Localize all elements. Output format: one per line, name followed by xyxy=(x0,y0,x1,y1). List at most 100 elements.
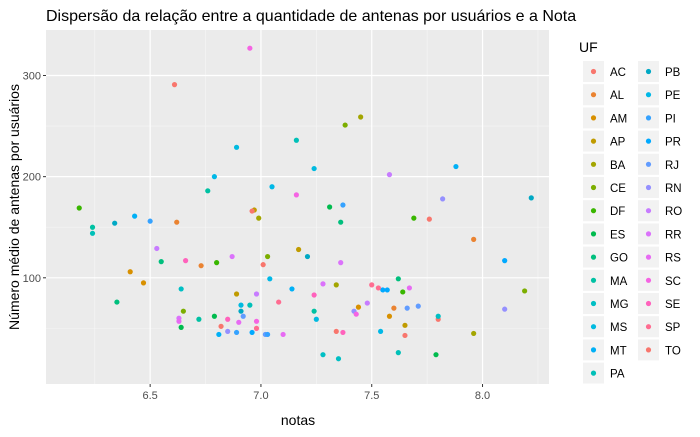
legend-label: MS xyxy=(610,322,628,334)
legend-label: BA xyxy=(610,160,626,172)
legend-label: AL xyxy=(610,90,625,102)
data-point-es xyxy=(211,313,218,319)
legend-swatch xyxy=(645,254,652,260)
legend-swatch xyxy=(645,115,652,121)
legend-swatch xyxy=(590,370,597,376)
legend-swatch xyxy=(590,300,597,307)
legend-label: ES xyxy=(610,229,626,241)
data-point-rj xyxy=(404,305,410,311)
legend-swatch xyxy=(645,277,652,283)
data-point-mg xyxy=(435,313,441,319)
data-point-al xyxy=(174,219,180,225)
legend-label: PR xyxy=(665,137,681,149)
data-point-se xyxy=(311,292,317,298)
data-point-rn xyxy=(225,328,231,335)
data-point-sp xyxy=(375,285,381,291)
data-point-pb xyxy=(112,220,118,226)
data-point-pe xyxy=(269,184,275,190)
data-point-pi xyxy=(233,329,240,336)
data-point-ma xyxy=(205,188,211,194)
data-point-rj xyxy=(240,313,246,319)
data-point-pa xyxy=(293,137,299,143)
data-point-ce xyxy=(180,308,186,314)
data-point-mt xyxy=(132,213,138,219)
data-point-pi xyxy=(340,202,346,208)
legend-label: MA xyxy=(610,276,628,288)
legend-swatch xyxy=(590,92,597,98)
data-point-sc xyxy=(247,45,253,51)
legend-label: MG xyxy=(610,299,629,311)
y-tick-label: 100 xyxy=(23,273,41,285)
data-point-rs xyxy=(280,331,286,338)
data-point-ap xyxy=(402,322,408,328)
x-axis-label: notas xyxy=(281,412,315,428)
legend-label: PB xyxy=(665,67,681,79)
legend-label: RJ xyxy=(665,160,679,172)
data-point-pi xyxy=(147,218,153,224)
data-point-rs xyxy=(236,319,242,325)
data-point-ap xyxy=(233,291,240,297)
data-point-go xyxy=(158,259,164,265)
data-point-ba xyxy=(256,215,262,221)
legend-swatch xyxy=(590,68,597,75)
legend-label: AP xyxy=(610,137,626,149)
data-point-sc xyxy=(293,192,299,198)
data-point-ac xyxy=(333,328,339,335)
data-point-pr xyxy=(384,287,390,293)
data-point-ms xyxy=(313,316,319,322)
data-point-ba xyxy=(471,330,477,337)
legend-swatch xyxy=(645,161,652,167)
data-point-al xyxy=(198,263,204,269)
legend-swatch xyxy=(645,324,652,330)
data-point-ma xyxy=(196,316,202,322)
data-point-am xyxy=(386,313,393,319)
data-point-am xyxy=(140,280,147,286)
data-point-mg xyxy=(178,286,184,292)
data-point-pi xyxy=(264,331,271,338)
data-point-pb xyxy=(304,253,311,260)
data-point-rn xyxy=(440,196,446,202)
legend-swatch xyxy=(590,347,597,353)
data-point-df xyxy=(76,205,82,211)
data-point-ce xyxy=(342,122,348,128)
x-tick-label: 7.0 xyxy=(253,390,268,402)
data-point-to xyxy=(426,216,432,222)
data-point-ma xyxy=(89,224,96,230)
y-axis-label: Número médio de antenas por usuários xyxy=(6,84,22,330)
data-point-ap xyxy=(296,246,302,253)
data-point-mt xyxy=(289,286,295,292)
data-point-pr xyxy=(380,287,386,293)
legend-label: RR xyxy=(665,229,682,241)
data-point-pa xyxy=(395,350,401,356)
data-point-sc xyxy=(253,318,260,324)
legend-swatch xyxy=(590,208,597,214)
legend-label: PA xyxy=(610,369,625,381)
grid-lines xyxy=(46,30,549,384)
legend-swatch xyxy=(645,347,652,353)
data-point-es xyxy=(178,324,184,330)
legend-label: RN xyxy=(665,183,682,195)
data-point-mg xyxy=(335,356,342,362)
data-point-pa xyxy=(247,302,253,308)
data-point-rs xyxy=(176,318,182,324)
legend-title: UF xyxy=(579,39,598,55)
legend-label: MT xyxy=(610,345,627,357)
legend-swatch xyxy=(590,115,597,121)
data-point-sc xyxy=(353,311,359,317)
legend-label: AM xyxy=(610,113,627,125)
data-point-ma xyxy=(311,308,317,314)
data-point-ba xyxy=(333,282,339,288)
data-point-se xyxy=(182,258,189,264)
data-point-ac xyxy=(260,262,266,268)
data-point-sp xyxy=(276,299,282,305)
legend-swatch xyxy=(590,161,597,167)
data-point-pe xyxy=(267,276,273,282)
data-point-df xyxy=(214,260,220,266)
data-point-mg xyxy=(320,352,326,358)
legend-label: AC xyxy=(610,67,626,79)
legend-swatch xyxy=(645,231,652,237)
data-point-es xyxy=(433,352,439,358)
legend-label: SE xyxy=(665,299,681,311)
data-point-rj xyxy=(415,303,421,309)
